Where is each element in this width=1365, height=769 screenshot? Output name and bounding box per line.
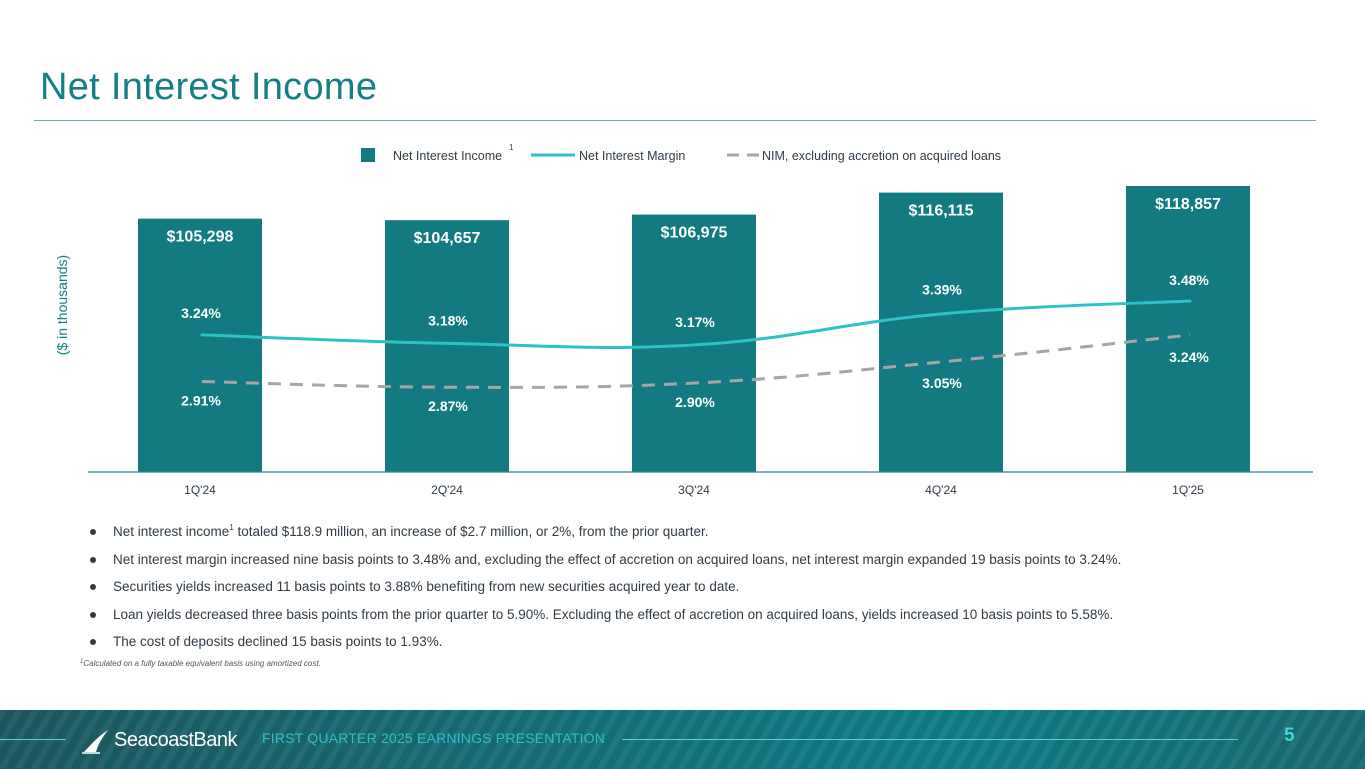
nim-excluding-accretion-value-label: 2.91% [181,393,221,409]
bullet-text: Net interest income [113,524,230,539]
nii-bar-value-label: $118,857 [1155,196,1221,213]
footnote-text: Calculated on a fully taxable equivalent… [83,659,321,668]
footnote-marker: 1 [80,659,84,665]
footnote: 1Calculated on a fully taxable equivalen… [80,659,321,668]
nii-bar [632,214,756,472]
bullet-text: Loan yields decreased three basis points… [113,606,1114,622]
nim-excluding-accretion-series-line [201,333,1191,389]
nii-bar [138,218,262,472]
nii-bar [879,192,1003,472]
chart-legend: Net Interest Income 1 Net Interest Margi… [361,143,1001,163]
net-interest-income-chart: Net Interest Income 1 Net Interest Margi… [88,143,1313,497]
x-tick-label: 3Q'24 [678,483,710,497]
nim-value-label: 3.48% [1169,272,1209,288]
nim-value-label: 3.18% [428,312,468,328]
sail-icon [82,730,108,754]
x-tick-label: 1Q'25 [1172,483,1204,497]
footnote-marker: 1 [229,523,234,532]
nim-value-label: 3.39% [922,282,962,298]
nii-bar-value-label: $116,115 [909,203,974,220]
x-tick-label: 1Q'24 [184,483,216,497]
bullet-text: totaled $118.9 million, an increase of $… [233,524,709,539]
nim-value-label: 3.24% [181,305,221,321]
nim-excluding-accretion-value-label: 3.24% [1169,349,1209,365]
nim-value-label: 3.17% [675,314,715,330]
nii-bar-value-label: $105,298 [167,229,234,246]
footer-rule-right [622,739,1238,740]
nii-bar-value-label: $104,657 [414,230,481,247]
page-title: Net Interest Income [40,66,378,108]
brand-name: SeacoastBank [114,729,237,751]
legend-bar-footnote-marker: 1 [509,143,514,152]
nii-bar-value-label: $106,975 [661,225,728,242]
nim-excluding-accretion-value-label: 2.90% [675,394,715,410]
bullet-item: The cost of deposits declined 15 basis p… [90,628,1320,656]
nii-bar [1126,186,1250,472]
bullet-text: Securities yields increased 11 basis poi… [113,579,740,594]
nim-excluding-accretion-value-label: 3.05% [922,375,962,391]
presentation-label: FIRST QUARTER 2025 EARNINGS PRESENTATION [262,730,606,746]
x-tick-label: 4Q'24 [925,483,957,497]
bullet-item: Net interest income1 totaled $118.9 mill… [90,518,1320,546]
legend-bar-swatch [361,148,375,162]
footer-rule-left [0,739,66,740]
bullet-item: Securities yields increased 11 basis poi… [90,573,1320,601]
bullet-text: The cost of deposits declined 15 basis p… [113,634,443,649]
seacoast-logo: SeacoastBank [82,726,242,756]
x-tick-label: 2Q'24 [431,483,463,497]
legend-line-label: Net Interest Margin [579,149,685,163]
nim-excluding-accretion-value-label: 2.87% [428,398,468,414]
nim-series-line [200,299,1192,350]
legend-dashed-label: NIM, excluding accretion on acquired loa… [762,149,1001,163]
bullet-item: Loan yields decreased three basis points… [90,601,1320,629]
legend-bar-label: Net Interest Income [393,149,502,163]
page-number: 5 [1284,725,1295,746]
title-divider [34,120,1316,121]
commentary-bullets: Net interest income1 totaled $118.9 mill… [90,518,1320,656]
bullet-text: Net interest margin increased nine basis… [113,551,1122,567]
nii-bar [385,220,509,472]
footer-banner: SeacoastBank FIRST QUARTER 2025 EARNINGS… [0,710,1365,769]
bullet-item: Net interest margin increased nine basis… [90,546,1320,574]
